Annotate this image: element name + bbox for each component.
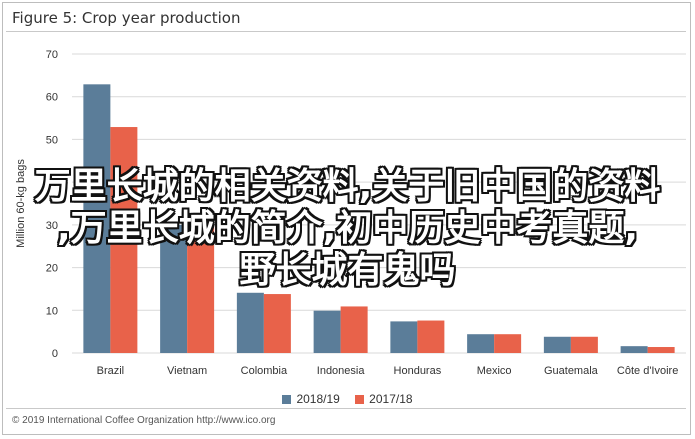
bar-2017-18-indonesia <box>340 306 368 353</box>
bar-2018-19-brazil <box>83 84 111 353</box>
bar-2018-19-vietnam <box>160 224 188 353</box>
bar-2018-19-honduras <box>390 321 418 353</box>
y-axis-label: Million 60-kg bags <box>15 159 27 248</box>
bar-2017-18-brazil <box>110 127 138 353</box>
bar-2017-18-guatemala <box>570 336 598 353</box>
bar-2018-19-colombia <box>236 292 264 353</box>
bar-2017-18-vietnam <box>187 222 215 353</box>
x-tick-label-2: Colombia <box>241 365 288 377</box>
legend-swatch-2017-18 <box>355 395 365 404</box>
bar-2017-18-mexico <box>494 334 522 353</box>
y-tick-label-40: 40 <box>46 177 58 189</box>
bar-2018-19-mexico <box>467 334 495 353</box>
legend-item-2018-19: 2018/19 <box>282 392 340 406</box>
legend-swatch-2018-19 <box>282 395 292 404</box>
footer-credit: © 2019 International Coffee Organization… <box>12 415 275 426</box>
x-tick-label-5: Mexico <box>477 365 512 377</box>
bar-2017-18-colombia <box>263 294 291 353</box>
bar-2018-19-c-te-d-ivoire <box>620 346 648 353</box>
x-tick-label-1: Vietnam <box>167 365 207 377</box>
bar-2017-18-c-te-d-ivoire <box>647 347 675 353</box>
x-tick-label-0: Brazil <box>97 365 125 377</box>
x-tick-label-7: Côte d'Ivoire <box>617 365 678 377</box>
bar-2018-19-guatemala <box>543 336 571 353</box>
y-tick-label-50: 50 <box>46 134 58 146</box>
legend-label-2017-18: 2017/18 <box>369 392 413 406</box>
y-tick-label-30: 30 <box>46 220 58 232</box>
x-tick-label-6: Guatemala <box>544 365 599 377</box>
bar-2017-18-honduras <box>417 320 445 353</box>
footer-divider <box>6 408 686 409</box>
y-tick-label-20: 20 <box>46 263 58 275</box>
y-tick-label-60: 60 <box>46 92 58 104</box>
y-tick-label-0: 0 <box>52 348 58 360</box>
bar-2018-19-indonesia <box>313 310 341 353</box>
y-tick-label-70: 70 <box>46 49 58 61</box>
figure-title: Figure 5: Crop year production <box>12 9 241 27</box>
y-tick-label-10: 10 <box>46 305 58 317</box>
footer-text: © 2019 International Coffee Organization… <box>12 415 276 426</box>
x-tick-label-3: Indonesia <box>317 365 366 377</box>
legend-item-2017-18: 2017/18 <box>355 392 413 406</box>
chart-legend: 2018/19 2017/18 <box>0 392 695 406</box>
legend-label-2018-19: 2018/19 <box>296 392 340 406</box>
x-tick-label-4: Honduras <box>394 365 442 377</box>
title-divider <box>6 31 686 32</box>
